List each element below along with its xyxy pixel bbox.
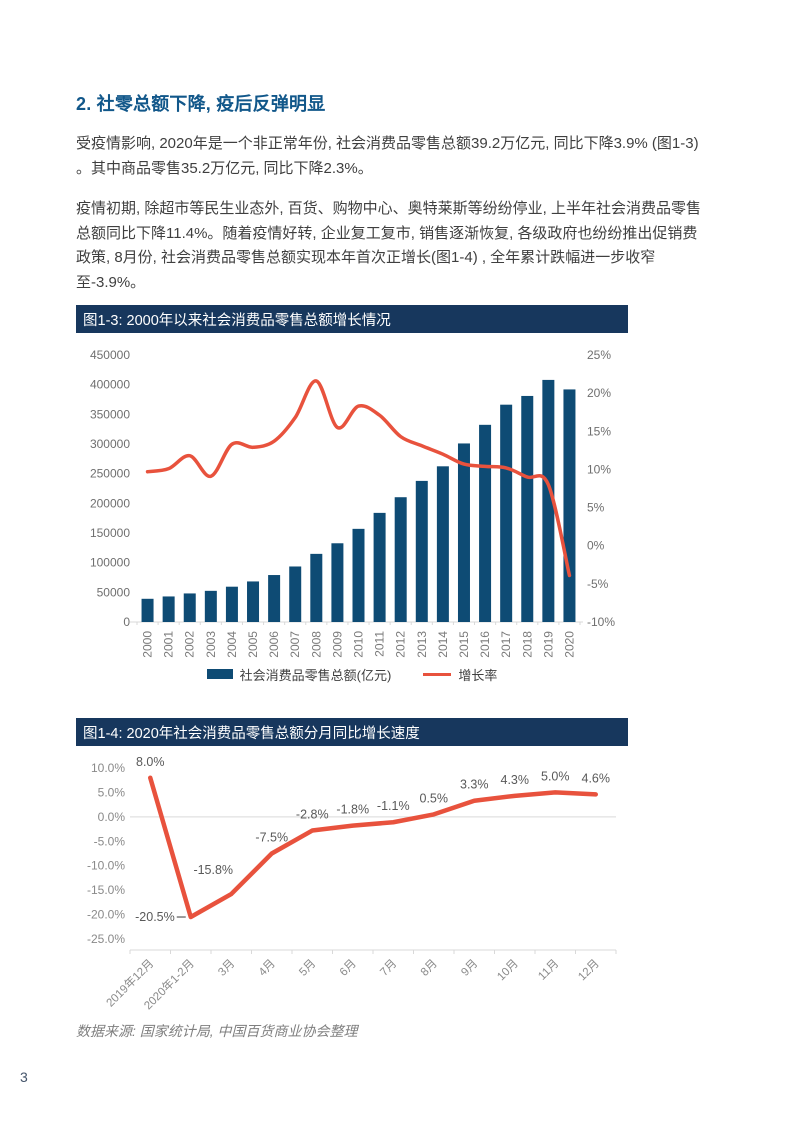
legend-item-retail-total: 社会消费品零售总额(亿元) [206, 665, 392, 684]
svg-text:2018: 2018 [520, 631, 534, 658]
svg-text:2013: 2013 [415, 631, 429, 658]
svg-text:5.0%: 5.0% [98, 785, 126, 799]
svg-text:-1.8%: -1.8% [336, 803, 369, 817]
svg-text:2014: 2014 [436, 631, 450, 658]
svg-text:10.0%: 10.0% [91, 761, 125, 775]
chart1-axis-labels: 0 50000 100000 150000 200000 250000 300000 3500… [90, 348, 615, 629]
svg-text:-7.5%: -7.5% [255, 831, 288, 845]
line-series-swatch [423, 672, 452, 676]
svg-text:2005: 2005 [246, 631, 260, 658]
svg-text:-15.0%: -15.0% [87, 883, 125, 897]
svg-text:2012: 2012 [394, 631, 408, 658]
bar-series-swatch [206, 669, 233, 679]
svg-text:2004: 2004 [225, 631, 239, 658]
svg-text:300000: 300000 [90, 437, 130, 451]
svg-text:2001: 2001 [162, 631, 176, 658]
svg-text:-1.1%: -1.1% [377, 799, 410, 813]
monthly-growth-line-chart: 10.0% 5.0% 0.0% -5.0% -10.0% -15.0% -20.0% -25.… [87, 755, 617, 1012]
data-source-note: 数据来源: 国家统计局, 中国百货商业协会整理 [76, 1023, 358, 1039]
figure-1-3: 图1-3: 2000年以来社会消费品零售总额增长情况 0 50000 100000 1… [76, 305, 628, 685]
svg-text:5.0%: 5.0% [541, 769, 570, 783]
svg-text:-2.8%: -2.8% [296, 808, 329, 822]
svg-text:4.6%: 4.6% [582, 771, 611, 785]
svg-text:3.3%: 3.3% [460, 778, 489, 792]
chart1-axis-ticks [136, 622, 581, 625]
svg-text:4月: 4月 [257, 958, 278, 979]
svg-text:150000: 150000 [90, 526, 130, 540]
svg-text:2007: 2007 [288, 631, 302, 658]
chart1-growth-line [145, 379, 572, 578]
svg-text:0: 0 [123, 615, 130, 629]
svg-text:-5.0%: -5.0% [94, 834, 126, 848]
svg-text:0.5%: 0.5% [420, 791, 449, 805]
svg-text:15%: 15% [587, 424, 611, 438]
svg-text:7月: 7月 [378, 958, 399, 979]
svg-text:5%: 5% [587, 501, 605, 515]
page-number: 3 [20, 1069, 28, 1085]
svg-text:400000: 400000 [90, 378, 130, 392]
chart1-x-labels: 2000 2001 2002 2003 2004 2005 2006 2007 2008 2009… [141, 631, 577, 658]
svg-text:2011: 2011 [373, 631, 387, 657]
legend-label-growth-rate: 增长率 [458, 667, 498, 683]
svg-text:2000: 2000 [141, 631, 155, 658]
legend-item-growth-rate: 增长率 [423, 665, 497, 684]
svg-text:250000: 250000 [90, 467, 130, 481]
chart2-axis-labels: 10.0% 5.0% 0.0% -5.0% -10.0% -15.0% -20.0% -25.… [87, 761, 125, 946]
svg-text:450000: 450000 [90, 348, 130, 362]
svg-text:8.0%: 8.0% [136, 755, 165, 769]
svg-text:20%: 20% [587, 386, 611, 400]
svg-text:2003: 2003 [204, 631, 218, 658]
chart2-growth-line [148, 775, 598, 920]
svg-text:10%: 10% [587, 462, 611, 476]
chart2-axis-ticks [129, 950, 617, 954]
svg-text:2020: 2020 [562, 631, 576, 658]
svg-text:-10%: -10% [587, 615, 615, 629]
svg-text:-15.8%: -15.8% [193, 863, 233, 877]
svg-text:-20.5%: -20.5% [135, 910, 175, 924]
figure-1-3-legend: 社会消费品零售总额(亿元) 增长率 [76, 663, 628, 685]
svg-text:100000: 100000 [90, 556, 130, 570]
svg-text:-25.0%: -25.0% [87, 932, 125, 946]
svg-text:10月: 10月 [495, 958, 521, 984]
svg-text:50000: 50000 [97, 585, 131, 599]
retail-total-bar-line-chart: 0 50000 100000 150000 200000 250000 300000 3500… [90, 348, 615, 658]
svg-text:2017: 2017 [499, 631, 513, 658]
svg-text:200000: 200000 [90, 496, 130, 510]
svg-text:4.3%: 4.3% [501, 773, 530, 787]
svg-text:25%: 25% [587, 348, 611, 362]
svg-text:-20.0%: -20.0% [87, 908, 125, 922]
svg-text:0%: 0% [587, 539, 605, 553]
svg-text:12月: 12月 [576, 958, 602, 984]
figure-1-3-title: 图1-3: 2000年以来社会消费品零售总额增长情况 [76, 305, 628, 333]
svg-text:2008: 2008 [309, 631, 323, 658]
svg-text:5月: 5月 [297, 958, 318, 979]
svg-text:2006: 2006 [267, 631, 281, 658]
svg-text:0.0%: 0.0% [98, 810, 126, 824]
chart1-bars [141, 379, 576, 622]
intro-paragraph-2: 疫情初期, 除超市等民生业态外, 百货、购物中心、奥特莱斯等纷纷停业, 上半年社… [76, 200, 702, 291]
svg-text:2002: 2002 [183, 631, 197, 658]
svg-text:-5%: -5% [587, 577, 609, 591]
svg-text:2016: 2016 [478, 631, 492, 658]
svg-text:9月: 9月 [459, 958, 480, 979]
svg-text:2015: 2015 [457, 631, 471, 658]
svg-text:6月: 6月 [338, 958, 359, 979]
svg-text:8月: 8月 [419, 958, 440, 979]
svg-text:-10.0%: -10.0% [87, 859, 125, 873]
figure-1-4: 图1-4: 2020年社会消费品零售总额分月同比增长速度 10.0% 5.0% 0.… [76, 718, 628, 1016]
svg-text:350000: 350000 [90, 407, 130, 421]
svg-text:2009: 2009 [330, 631, 344, 658]
intro-paragraph-1: 受疫情影响, 2020年是一个非正常年份, 社会消费品零售总额39.2万亿元, … [76, 135, 699, 177]
section-heading: 2. 社零总额下降, 疫后反弹明显 [76, 94, 326, 114]
svg-text:2010: 2010 [352, 631, 366, 658]
figure-1-4-title: 图1-4: 2020年社会消费品零售总额分月同比增长速度 [76, 718, 628, 746]
svg-text:3月: 3月 [216, 958, 237, 979]
svg-text:2019: 2019 [541, 631, 555, 658]
svg-text:11月: 11月 [536, 958, 561, 983]
legend-label-retail-total: 社会消费品零售总额(亿元) [239, 667, 392, 683]
chart2-data-labels: 8.0% -20.5% -15.8% -7.5% -2.8% -1.8% -1.1% 0.5%… [135, 755, 610, 924]
